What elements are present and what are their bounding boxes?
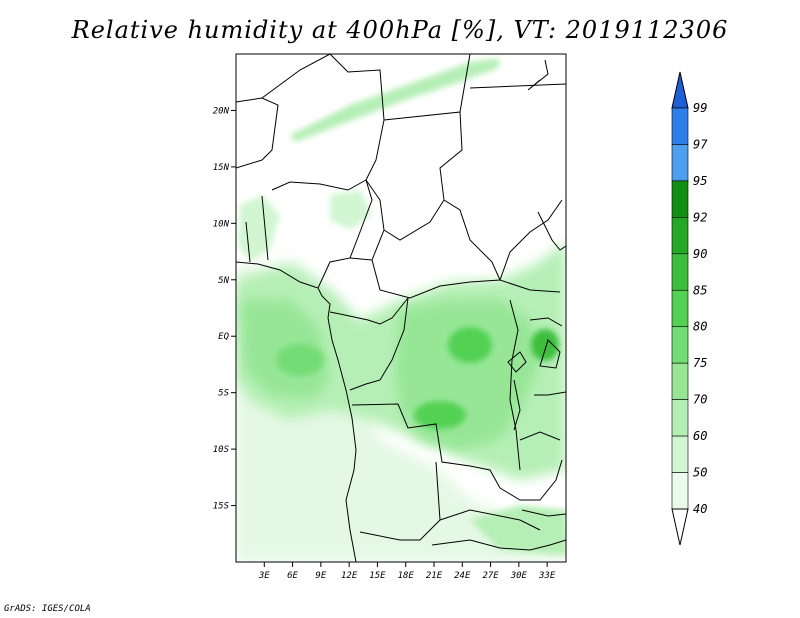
latitude-tick-label: 5N: [218, 276, 229, 286]
border-line: [261, 195, 269, 261]
colorbar-bin: [671, 107, 689, 145]
latitude-tick-label: 10N: [213, 219, 230, 229]
border-line: [513, 379, 521, 431]
colorbar-label: 75: [693, 356, 707, 370]
humidity-patch-nigeria: [330, 190, 372, 230]
longitude-tick-label: 30E: [510, 571, 528, 581]
humidity-core-east: [448, 327, 492, 363]
grads-credit: GrADS: IGES/COLA: [4, 604, 91, 614]
colorbar-label: 95: [693, 174, 707, 188]
border-line: [499, 199, 563, 281]
latitude-tick-label: 10S: [213, 445, 230, 455]
country-borders: [236, 54, 566, 562]
colorbar-label: 97: [693, 137, 708, 151]
border-line: [539, 339, 561, 369]
colorbar-bin: [671, 362, 689, 400]
border-line: [236, 97, 279, 169]
longitude-tick-label: 6E: [287, 571, 298, 581]
humidity-core-south: [414, 401, 466, 429]
border-line: [261, 54, 331, 99]
border-line: [509, 299, 521, 471]
border-line: [359, 461, 441, 541]
border-line: [507, 351, 527, 373]
humidity-core-lakes: [531, 329, 559, 361]
humidity-patch-west-africa: [238, 195, 280, 262]
border-line: [439, 509, 541, 531]
border-line: [245, 221, 251, 263]
border-line: [439, 111, 501, 281]
colorbar-label: 90: [693, 247, 707, 261]
border-line: [236, 261, 357, 562]
colorbar-label: 99: [693, 101, 707, 115]
border-line: [529, 317, 563, 327]
humidity-field: [236, 58, 566, 562]
border-line: [537, 211, 566, 251]
border-line: [431, 539, 566, 551]
map-frame: [235, 53, 567, 563]
colorbar-label: 60: [693, 429, 707, 443]
colorbar-label: 50: [693, 466, 707, 480]
colorbar-label: 70: [693, 393, 707, 407]
border-line: [499, 459, 563, 501]
latitude-tick-label: EQ: [218, 332, 229, 342]
longitude-tick-label: 15E: [369, 571, 386, 581]
colorbar-cap-bottom: [671, 508, 689, 546]
border-line: [371, 229, 561, 299]
colorbar-bin: [671, 472, 689, 510]
border-line: [365, 179, 445, 241]
latitude-tick-label: 20N: [213, 106, 230, 116]
colorbar-label: 92: [693, 210, 707, 224]
humidity-patch-south-east: [470, 505, 566, 555]
border-line: [329, 297, 409, 325]
latitude-tick-label: 15N: [213, 163, 230, 173]
colorbar-bin: [671, 180, 689, 218]
longitude-tick-label: 24E: [454, 571, 471, 581]
colorbar-label: 80: [693, 320, 707, 334]
colorbar-label: 85: [693, 283, 707, 297]
longitude-tick-label: 27E: [482, 571, 499, 581]
longitude-tick-label: 3E: [258, 571, 270, 581]
border-line: [271, 179, 367, 191]
colorbar-bin: [671, 326, 689, 364]
border-line: [527, 59, 549, 91]
border-line: [469, 83, 566, 89]
longitude-tick-label: 33E: [538, 571, 556, 581]
border-line: [349, 257, 373, 261]
colorbar-label: 40: [693, 502, 707, 516]
latitude-axis: 20N 15N 10N 5N EQ 5S 10S 15S: [213, 106, 236, 512]
colorbar-bin: [671, 144, 689, 182]
humidity-core-coast: [276, 344, 324, 376]
border-line: [521, 509, 566, 517]
border-line: [534, 391, 566, 396]
colorbar-bin: [671, 289, 689, 328]
longitude-tick-label: 21E: [426, 571, 443, 581]
border-line: [317, 179, 373, 289]
longitude-tick-label: 12E: [341, 571, 358, 581]
longitude-tick-label: 9E: [315, 571, 326, 581]
colorbar-bin: [671, 253, 689, 291]
colorbar: 99 97 95 92 90 85 80 75 70 60 50 40: [671, 71, 708, 546]
latitude-tick-label: 15S: [213, 502, 230, 512]
humidity-streak-north: [290, 58, 500, 142]
colorbar-cap-top: [671, 71, 689, 109]
border-line: [351, 403, 501, 489]
longitude-axis: 3E 6E 9E 12E 15E 18E 21E 24E 27E 30E 33E: [258, 562, 556, 581]
border-line: [519, 431, 561, 441]
latitude-tick-label: 5S: [218, 389, 229, 399]
colorbar-bin: [671, 217, 689, 255]
map-title: Relative humidity at 400hPa [%], VT: 201…: [71, 16, 729, 44]
longitude-tick-label: 18E: [398, 571, 415, 581]
colorbar-bin: [671, 399, 689, 437]
border-line: [349, 297, 409, 391]
border-line: [329, 54, 385, 181]
colorbar-bin: [671, 435, 689, 473]
